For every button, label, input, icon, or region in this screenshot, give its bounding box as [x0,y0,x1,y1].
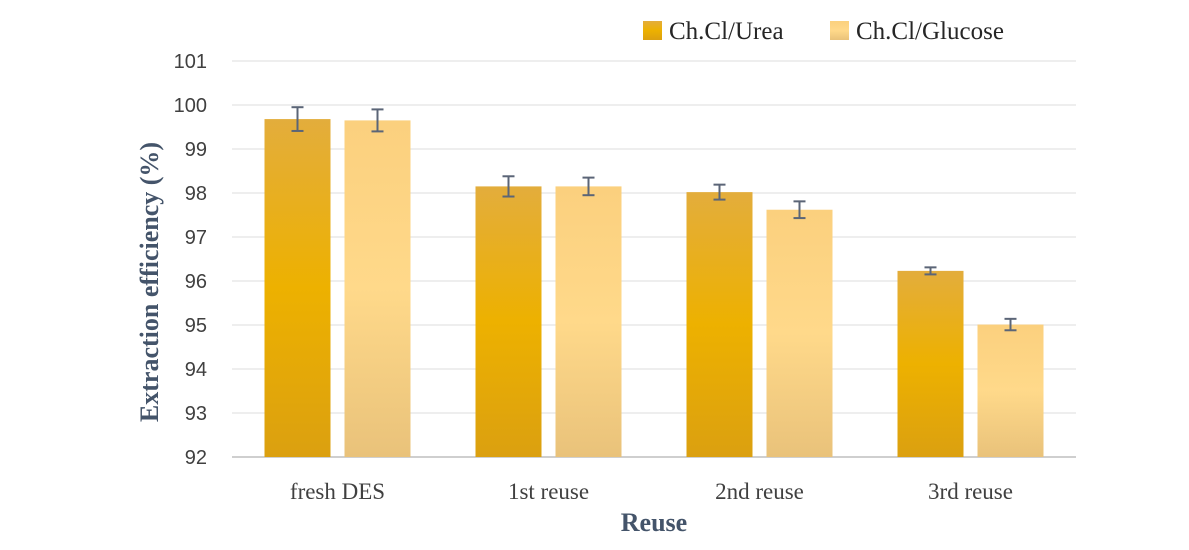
y-tick-label: 96 [185,271,207,293]
x-tick-label: fresh DES [290,479,385,504]
bar-glucose [766,209,833,457]
y-tick-label: 93 [185,403,207,425]
legend-swatch-urea [643,21,662,40]
bar-glucose [555,186,622,457]
y-axis-ticks: 92 93 94 95 96 97 98 99 100 101 [174,51,207,469]
y-tick-label: 95 [185,315,207,337]
bar-urea [686,192,753,457]
bar-urea [897,270,964,457]
y-tick-label: 97 [185,227,207,249]
legend-swatch-glucose [830,21,849,40]
x-axis-ticks: fresh DES 1st reuse 2nd reuse 3rd reuse [290,479,1013,504]
x-tick-label: 3rd reuse [928,479,1013,504]
bar-glucose [977,324,1044,457]
x-axis-title: Reuse [621,508,687,537]
x-tick-label: 2nd reuse [715,479,804,504]
bar-urea [475,186,542,457]
y-tick-label: 100 [174,95,207,117]
legend-label-urea: Ch.Cl/Urea [669,18,784,45]
legend: Ch.Cl/Urea Ch.Cl/Glucose [643,18,1004,45]
y-axis-title: Extraction efficiency (%) [135,142,164,422]
legend-label-glucose: Ch.Cl/Glucose [856,18,1004,45]
bars-group [264,119,1044,458]
y-tick-label: 101 [174,51,207,73]
x-tick-label: 1st reuse [508,479,589,504]
y-tick-label: 94 [185,359,207,381]
error-bars-group [291,106,1017,332]
bar-glucose [344,120,411,458]
y-tick-label: 92 [185,447,207,469]
y-tick-label: 99 [185,139,207,161]
y-tick-label: 98 [185,183,207,205]
bar-urea [264,119,331,457]
